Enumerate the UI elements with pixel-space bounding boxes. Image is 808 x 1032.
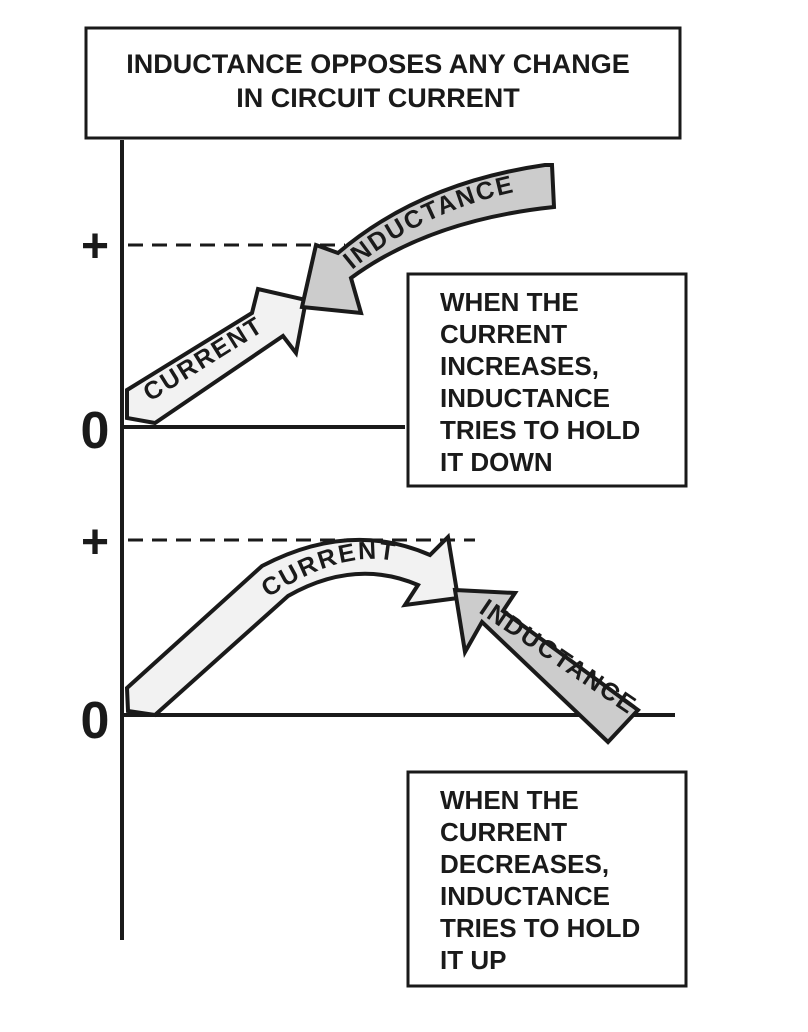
note-increase-box: WHEN THE CURRENT INCREASES, INDUCTANCE T…: [406, 272, 688, 488]
note-increase-line: CURRENT: [440, 319, 567, 349]
note-increase-line: IT DOWN: [440, 447, 553, 477]
note-increase-line: WHEN THE: [440, 287, 579, 317]
bottom-plus-label: +: [81, 516, 109, 569]
inductance-opposing-fall-arrow: INDUCTANCE: [452, 587, 642, 745]
note-increase-text: WHEN THE CURRENT INCREASES, INDUCTANCE T…: [440, 287, 648, 477]
title-box: INDUCTANCE OPPOSES ANY CHANGE IN CIRCUIT…: [84, 26, 682, 140]
note-decrease-line: WHEN THE: [440, 785, 579, 815]
title-line-2: IN CIRCUIT CURRENT: [236, 83, 520, 113]
note-decrease-line: DECREASES,: [440, 849, 609, 879]
current-rising-arrow: CURRENT: [125, 286, 309, 426]
note-decrease-line: CURRENT: [440, 817, 567, 847]
note-decrease-box: WHEN THE CURRENT DECREASES, INDUCTANCE T…: [406, 770, 688, 988]
note-increase-line: INCREASES,: [440, 351, 599, 381]
title-line-1: INDUCTANCE OPPOSES ANY CHANGE: [126, 49, 630, 79]
current-rise-fall-arrow: CURRENT: [124, 532, 461, 718]
note-decrease-line: TRIES TO HOLD: [440, 913, 640, 943]
note-decrease-text: WHEN THE CURRENT DECREASES, INDUCTANCE T…: [440, 785, 648, 975]
bottom-zero-label: 0: [81, 692, 110, 750]
top-zero-label: 0: [81, 402, 110, 460]
note-increase-line: TRIES TO HOLD: [440, 415, 640, 445]
inductance-rise-label: INDUCTANCE: [338, 170, 517, 275]
note-decrease-line: INDUCTANCE: [440, 881, 610, 911]
note-decrease-line: IT UP: [440, 945, 506, 975]
top-plus-label: +: [81, 220, 109, 273]
note-increase-line: INDUCTANCE: [440, 383, 610, 413]
inductance-fall-label: INDUCTANCE: [475, 594, 642, 720]
